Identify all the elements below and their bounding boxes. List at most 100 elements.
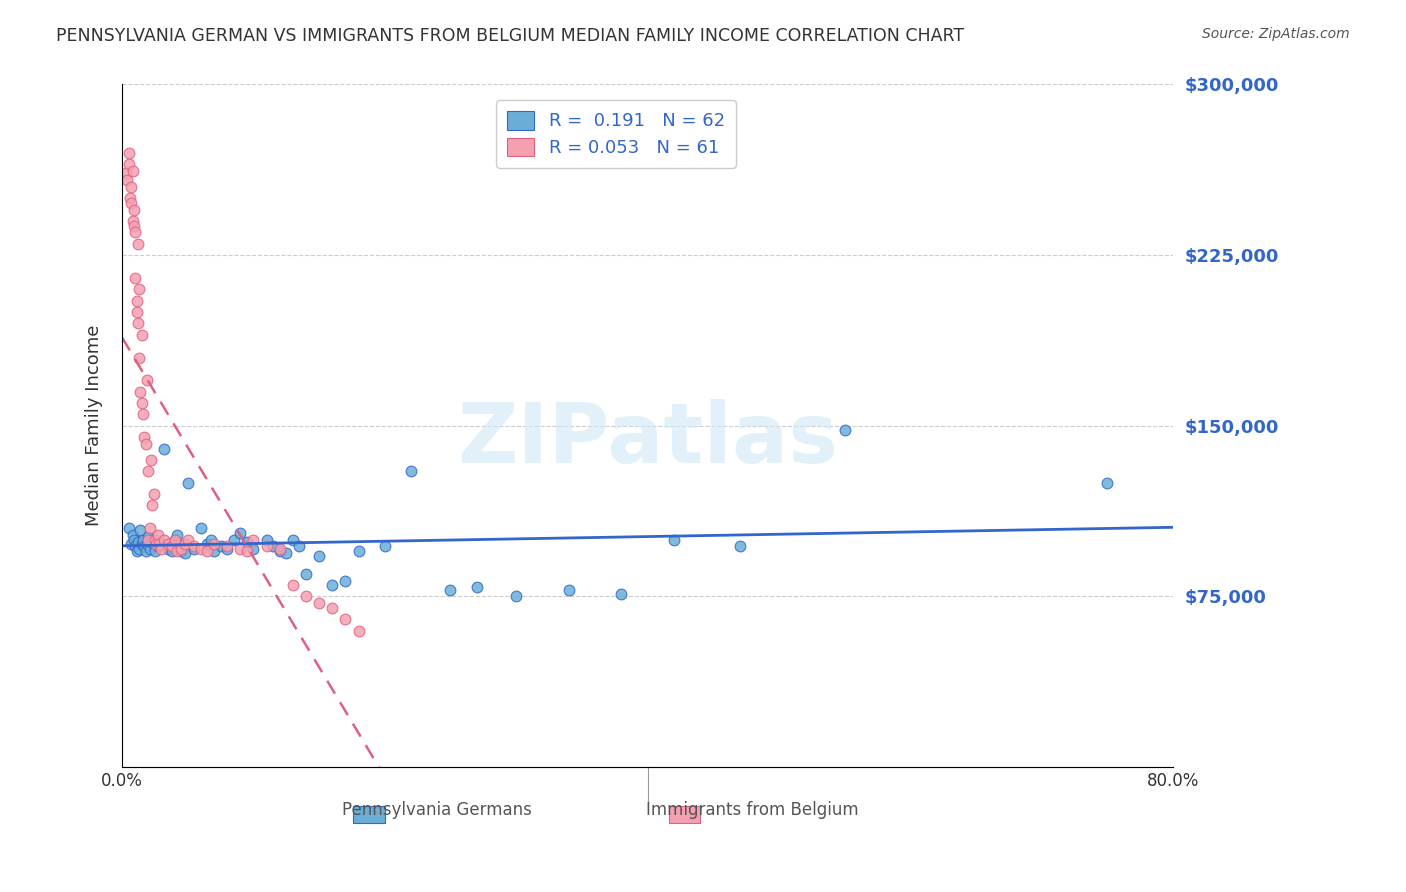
Point (834, 423, 856, 437)
Point (125, 305, 148, 319)
Point (1097, 475, 1119, 490)
Point (134, 430, 156, 444)
Point (202, 544, 225, 558)
Text: PENNSYLVANIA GERMAN VS IMMIGRANTS FROM BELGIUM MEDIAN FAMILY INCOME CORRELATION : PENNSYLVANIA GERMAN VS IMMIGRANTS FROM B… (56, 27, 965, 45)
Point (276, 546, 298, 560)
Point (190, 541, 212, 556)
Point (295, 566, 318, 581)
Point (141, 533, 163, 547)
Point (143, 544, 166, 558)
Point (117, 173, 139, 187)
Point (124, 540, 146, 554)
Point (465, 580, 488, 594)
Point (335, 612, 357, 626)
Y-axis label: Median Family Income: Median Family Income (86, 325, 103, 526)
Point (127, 534, 149, 549)
Point (139, 453, 162, 467)
Point (222, 533, 245, 547)
Point (256, 540, 278, 554)
Point (128, 541, 150, 556)
Point (132, 533, 155, 547)
Point (157, 541, 180, 556)
Point (174, 537, 197, 551)
Point (120, 195, 142, 210)
Point (146, 540, 169, 554)
Point (347, 624, 370, 638)
Point (128, 282, 150, 296)
Point (153, 442, 176, 456)
Point (136, 373, 159, 387)
Point (335, 574, 357, 588)
Point (146, 528, 169, 542)
Point (135, 544, 157, 558)
FancyBboxPatch shape (353, 806, 385, 823)
Point (217, 541, 239, 556)
Point (135, 437, 157, 451)
Point (117, 157, 139, 171)
Point (117, 145, 139, 160)
Point (229, 541, 252, 556)
Point (183, 540, 205, 554)
Point (170, 541, 193, 556)
Point (610, 587, 633, 601)
Point (142, 487, 165, 501)
Point (321, 600, 343, 615)
Point (160, 544, 183, 558)
Point (374, 540, 396, 554)
Point (200, 533, 222, 547)
Point (163, 533, 186, 547)
Point (236, 544, 259, 558)
Point (129, 384, 152, 399)
Point (150, 537, 173, 551)
Point (229, 525, 252, 540)
Point (281, 578, 304, 592)
Point (242, 541, 264, 556)
Point (136, 537, 159, 551)
Point (138, 521, 160, 535)
Point (145, 537, 167, 551)
Point (127, 236, 149, 251)
Point (174, 546, 197, 560)
Point (269, 541, 291, 556)
Point (121, 214, 143, 228)
Point (127, 317, 149, 331)
Point (131, 396, 153, 410)
Point (256, 533, 278, 547)
Point (166, 544, 188, 558)
Point (190, 521, 212, 535)
Point (132, 408, 155, 422)
Point (120, 537, 142, 551)
Point (131, 327, 153, 342)
Point (122, 533, 145, 547)
Point (117, 521, 139, 535)
Text: Source: ZipAtlas.com: Source: ZipAtlas.com (1202, 27, 1350, 41)
FancyBboxPatch shape (669, 806, 700, 823)
Point (134, 540, 156, 554)
Point (157, 537, 180, 551)
Point (308, 596, 330, 610)
Legend: R =  0.191   N = 62, R = 0.053   N = 61: R = 0.191 N = 62, R = 0.053 N = 61 (496, 100, 735, 168)
Point (131, 537, 153, 551)
Point (138, 541, 160, 556)
Point (141, 499, 163, 513)
Point (136, 464, 159, 478)
Point (242, 533, 264, 547)
Point (177, 475, 200, 490)
Point (125, 293, 148, 308)
Point (399, 464, 422, 478)
Point (122, 202, 145, 217)
Point (347, 544, 370, 558)
Point (153, 533, 176, 547)
Point (166, 528, 188, 542)
Point (163, 533, 186, 547)
Point (118, 191, 141, 205)
Point (288, 540, 311, 554)
Point (177, 533, 200, 547)
Point (209, 540, 232, 554)
Point (170, 544, 193, 558)
Point (217, 540, 239, 554)
Text: ZIPatlas: ZIPatlas (457, 399, 838, 480)
Point (115, 166, 138, 180)
Point (148, 537, 170, 551)
Point (128, 351, 150, 365)
